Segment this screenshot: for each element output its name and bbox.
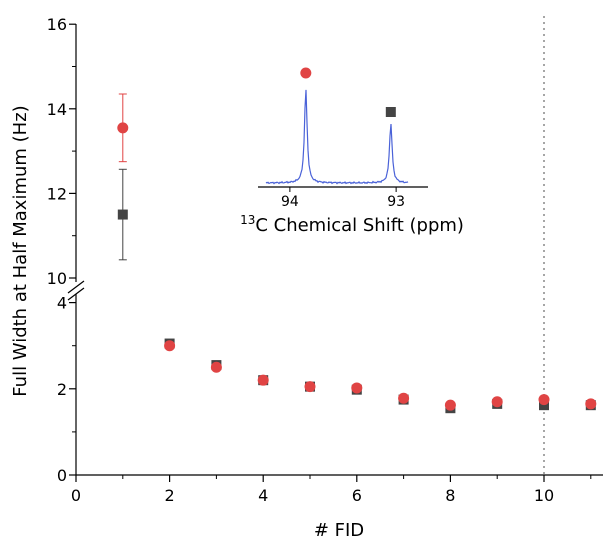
y-tick-label: 4 [57, 294, 67, 313]
circle-marker-point [257, 374, 269, 386]
y-tick-label: 2 [57, 380, 67, 399]
inset-x-axis-label: 13C Chemical Shift (ppm) [240, 213, 464, 236]
y-tick-label: 14 [47, 100, 67, 119]
circle-marker-point [444, 399, 456, 411]
axis-break-mark [67, 280, 85, 294]
x-axis-label: # FID [314, 520, 364, 541]
x-tick-label: 10 [534, 486, 554, 505]
axis-break-mark [67, 287, 85, 301]
circle-marker-point [117, 122, 129, 134]
data-points [117, 93, 597, 414]
inset-spectrum-line [265, 89, 409, 185]
inset-spectrum: 94 93 [258, 67, 428, 210]
x-tick-label: 2 [165, 486, 175, 505]
circle-marker-point [585, 398, 597, 410]
inset-x-tick-label: 94 [281, 194, 299, 210]
circle-marker-point [210, 361, 222, 373]
inset-x-label-text: C Chemical Shift (ppm) [255, 215, 464, 236]
x-tick-label: 8 [445, 486, 455, 505]
axis-ticks: 0 2 4 6 8 10 0 2 4 10 12 14 16 [47, 15, 592, 505]
y-tick-label: 12 [47, 184, 67, 203]
inset-x-label-superscript: 13 [240, 213, 255, 227]
circle-marker-point [304, 381, 316, 393]
square-marker-point [117, 209, 128, 220]
inset-square-peak-marker [385, 107, 396, 117]
circle-marker-point [491, 396, 503, 408]
circle-marker-point [398, 392, 410, 404]
inset-circle-peak-marker [300, 67, 312, 79]
y-tick-label: 16 [47, 15, 67, 34]
inset-x-tick-label: 93 [387, 194, 405, 210]
x-tick-label: 4 [258, 486, 268, 505]
circle-marker-point [538, 394, 550, 406]
y-tick-label: 10 [47, 269, 67, 288]
y-tick-label: 0 [57, 466, 67, 485]
circle-marker-point [164, 340, 176, 352]
square-marker-point [539, 400, 549, 411]
y-axis-label: Full Width at Half Maximum (Hz) [10, 105, 31, 396]
x-tick-label: 0 [71, 486, 81, 505]
x-tick-label: 6 [352, 486, 362, 505]
axes [67, 24, 603, 476]
circle-marker-point [351, 382, 363, 394]
